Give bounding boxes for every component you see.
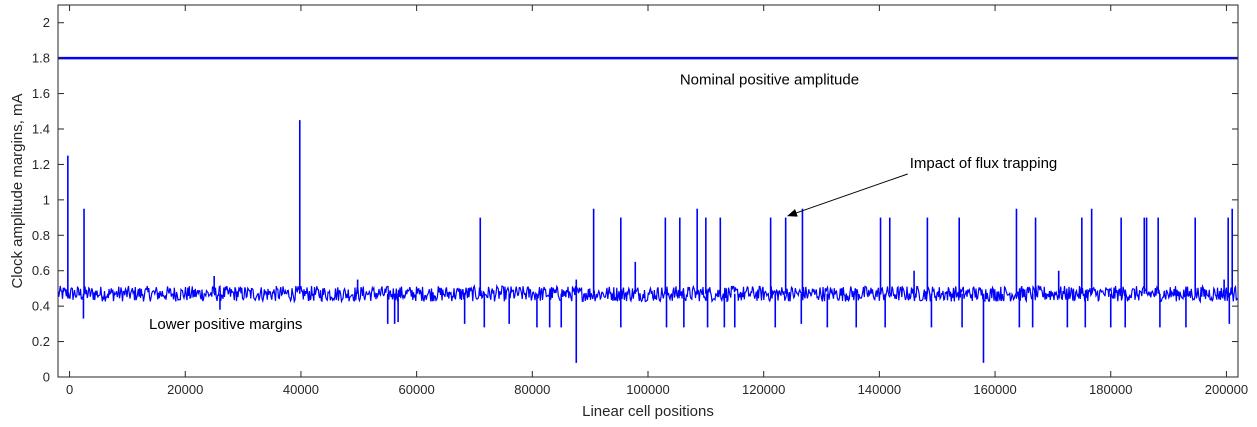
x-tick-label-6: 120000 xyxy=(742,382,785,397)
y-tick-label-9: 1.8 xyxy=(32,51,50,66)
x-tick-label-5: 100000 xyxy=(626,382,669,397)
x-tick-label-2: 40000 xyxy=(283,382,319,397)
y-tick-label-5: 1 xyxy=(43,192,50,207)
x-tick-label-10: 200000 xyxy=(1205,382,1248,397)
x-tick-label-7: 140000 xyxy=(858,382,901,397)
y-tick-label-3: 0.6 xyxy=(32,263,50,278)
x-axis-title: Linear cell positions xyxy=(582,403,714,420)
y-tick-label-8: 1.6 xyxy=(32,86,50,101)
annotation-nominal_label: Nominal positive amplitude xyxy=(680,72,859,89)
y-tick-label-6: 1.2 xyxy=(32,157,50,172)
series-lower-margins-band xyxy=(58,283,1238,304)
y-tick-label-1: 0.2 xyxy=(32,334,50,349)
plot-area xyxy=(58,5,1238,377)
y-tick-label-4: 0.8 xyxy=(32,228,50,243)
y-tick-label-0: 0 xyxy=(43,370,50,385)
y-axis-title: Clock amplitude margins, mA xyxy=(9,93,26,288)
x-tick-label-9: 180000 xyxy=(1089,382,1132,397)
annotation-flux_label: Impact of flux trapping xyxy=(910,155,1058,172)
x-tick-label-8: 160000 xyxy=(973,382,1016,397)
x-tick-label-3: 60000 xyxy=(399,382,435,397)
y-tick-label-10: 2 xyxy=(43,15,50,30)
annotation-arrow-flux_label xyxy=(787,173,908,217)
x-tick-label-4: 80000 xyxy=(514,382,550,397)
y-tick-label-7: 1.4 xyxy=(32,122,50,137)
y-tick-label-2: 0.4 xyxy=(32,299,50,314)
x-tick-label-1: 20000 xyxy=(167,382,203,397)
x-tick-label-0: 0 xyxy=(66,382,73,397)
annotation-lower_label: Lower positive margins xyxy=(149,316,302,333)
